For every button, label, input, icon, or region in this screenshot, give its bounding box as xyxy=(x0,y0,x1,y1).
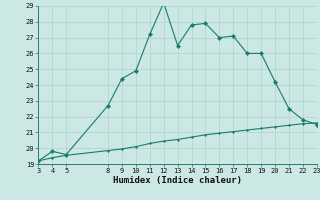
X-axis label: Humidex (Indice chaleur): Humidex (Indice chaleur) xyxy=(113,176,242,185)
